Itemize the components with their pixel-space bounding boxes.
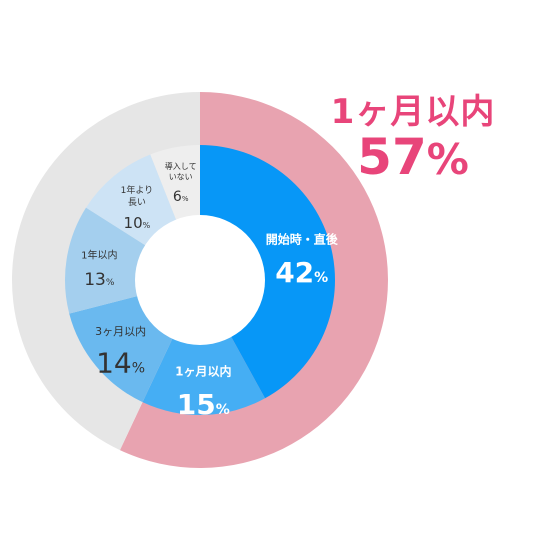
callout-number: 57 [357, 128, 427, 186]
callout-value: 57% [318, 128, 508, 186]
inner-label-5-line-0: 導入して [165, 161, 197, 171]
callout-unit: % [426, 135, 469, 184]
inner-slice-1 [142, 280, 266, 415]
inner-label-3-line-0: 1年以内 [81, 249, 117, 262]
callout-label: 1ヶ月以内 [330, 92, 496, 132]
inner-value-2: 14% [96, 346, 145, 379]
inner-value-0: 42% [275, 256, 328, 289]
inner-label-2-line-0: 3ヶ月以内 [95, 324, 146, 338]
inner-label-0-line-0: 開始時・直後 [266, 231, 339, 246]
inner-label-4-line-1: 長い [128, 197, 146, 208]
inner-label-5-line-1: いない [169, 173, 193, 182]
inner-label-1-line-0: 1ヶ月以内 [175, 363, 231, 378]
inner-value-3: 13% [84, 270, 115, 290]
center-hole [135, 215, 265, 345]
inner-label-4-line-0: 1年より [121, 184, 154, 196]
inner-value-1: 15% [177, 388, 230, 421]
inner-value-4: 10% [124, 214, 151, 232]
inner-value-5: 6% [173, 189, 189, 205]
